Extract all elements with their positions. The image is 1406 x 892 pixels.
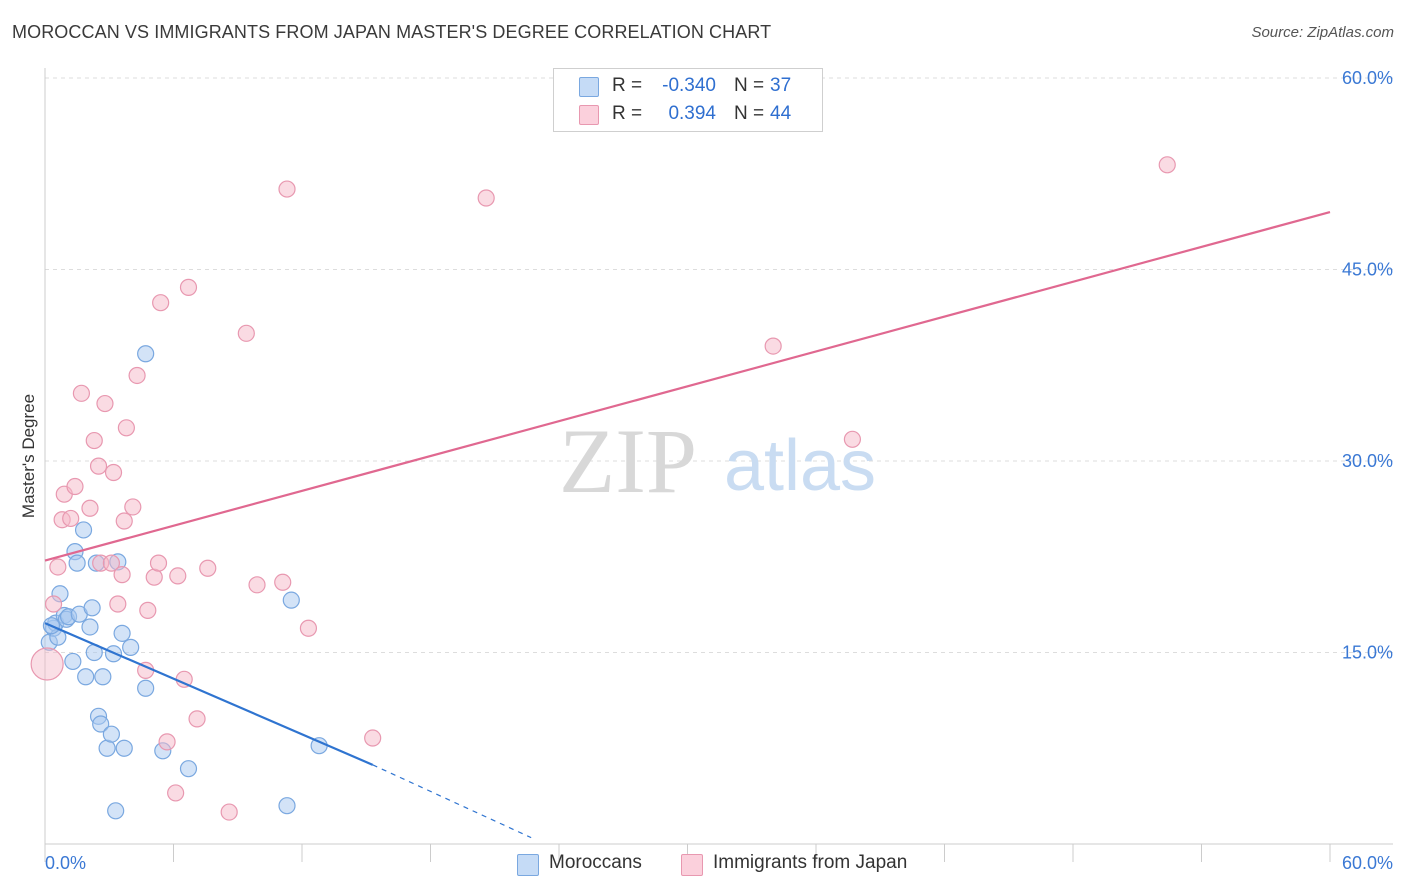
japan-point bbox=[62, 509, 80, 528]
stats-legend: R = -0.340 N = 37 R = 0.394 N = 44 bbox=[553, 68, 823, 132]
japan-point bbox=[85, 431, 103, 450]
japan-point bbox=[199, 559, 217, 577]
moroccan-point bbox=[113, 624, 131, 642]
moroccan-point bbox=[77, 668, 95, 686]
japan-point bbox=[179, 278, 198, 296]
grid-lines bbox=[45, 77, 1393, 653]
moroccan-point bbox=[179, 760, 198, 778]
moroccan-point bbox=[115, 739, 133, 757]
legend-n-label: N = bbox=[734, 103, 765, 124]
legend-r-label: R = bbox=[612, 75, 643, 96]
japan-point bbox=[364, 729, 382, 747]
japan-point bbox=[30, 647, 64, 681]
japan-point bbox=[1158, 156, 1176, 174]
japan-point bbox=[117, 419, 135, 437]
moroccan-point bbox=[137, 679, 155, 697]
legend-n-value: 44 bbox=[770, 103, 792, 124]
moroccan-point bbox=[102, 725, 120, 743]
y-tick-label: 45.0% bbox=[1342, 260, 1393, 280]
moroccan-point bbox=[122, 638, 140, 656]
japan-point bbox=[104, 463, 123, 482]
moroccan-point bbox=[137, 345, 155, 363]
japan-point bbox=[128, 366, 146, 385]
bottom-legend-swatch-moroccans bbox=[517, 854, 539, 876]
chart-title: MOROCCAN VS IMMIGRANTS FROM JAPAN MASTER… bbox=[12, 22, 772, 42]
y-axis-title: Master's Degree bbox=[19, 394, 38, 518]
bottom-legend-label: Immigrants from Japan bbox=[713, 852, 908, 873]
legend-r-label: R = bbox=[612, 103, 643, 124]
japan-point bbox=[248, 576, 266, 594]
japan-point bbox=[237, 324, 255, 342]
japan-trend-line bbox=[44, 210, 1331, 562]
japan-point bbox=[102, 554, 120, 572]
japan-point bbox=[113, 566, 131, 584]
legend-r-value: 0.394 bbox=[668, 103, 716, 124]
japan-point bbox=[49, 558, 67, 576]
tick-labels: 15.0% 30.0% 45.0% 60.0% 0.0% 60.0% bbox=[45, 68, 1393, 873]
legend-r-value: -0.340 bbox=[662, 75, 716, 96]
axes bbox=[44, 68, 1393, 862]
japan-point bbox=[299, 619, 318, 637]
moroccan-trend-extension bbox=[372, 764, 532, 839]
moroccan-point bbox=[81, 618, 99, 636]
bottom-legend-swatch-japan bbox=[681, 854, 703, 876]
x-tick-label: 60.0% bbox=[1342, 853, 1393, 873]
watermark-zip: ZIP bbox=[559, 410, 697, 512]
moroccan-point bbox=[107, 802, 125, 820]
moroccan-trend-line bbox=[44, 622, 374, 766]
japan-point bbox=[109, 595, 127, 613]
data-points bbox=[30, 156, 1176, 821]
japan-point bbox=[158, 733, 176, 751]
legend-row-japan: R = 0.394 N = 44 bbox=[554, 101, 822, 127]
japan-point bbox=[278, 180, 296, 198]
y-tick-label: 15.0% bbox=[1342, 643, 1393, 663]
legend-n-value: 37 bbox=[770, 75, 792, 96]
y-tick-label: 60.0% bbox=[1342, 68, 1393, 88]
japan-point bbox=[72, 384, 91, 402]
moroccan-point bbox=[94, 668, 112, 686]
japan-point bbox=[124, 498, 142, 516]
moroccan-point bbox=[92, 715, 110, 733]
moroccan-point bbox=[64, 652, 82, 671]
japan-point bbox=[96, 394, 114, 413]
japan-point bbox=[66, 477, 84, 496]
bottom-legend-label: Moroccans bbox=[549, 852, 642, 873]
legend-row-moroccans: R = -0.340 N = 37 bbox=[554, 73, 822, 99]
japan-point bbox=[152, 294, 170, 312]
japan-point bbox=[81, 499, 99, 517]
japan-point bbox=[149, 554, 168, 572]
japan-point bbox=[220, 803, 238, 821]
japan-point bbox=[274, 573, 292, 591]
japan-point bbox=[169, 567, 187, 585]
legend-n-label: N = bbox=[734, 75, 765, 96]
japan-point bbox=[89, 457, 108, 475]
japan-point bbox=[843, 430, 862, 448]
japan-point bbox=[188, 710, 206, 728]
legend-swatch-moroccans bbox=[579, 77, 599, 97]
japan-point bbox=[477, 189, 495, 207]
japan-point bbox=[44, 595, 63, 613]
moroccan-point bbox=[74, 521, 93, 539]
legend-swatch-japan bbox=[579, 105, 599, 125]
trend-lines bbox=[44, 210, 1331, 839]
moroccan-point bbox=[68, 554, 86, 572]
moroccan-point bbox=[278, 797, 296, 815]
y-tick-label: 30.0% bbox=[1342, 451, 1393, 471]
x-tick-label: 0.0% bbox=[45, 853, 86, 873]
source-label: Source: ZipAtlas.com bbox=[1251, 24, 1394, 41]
japan-point bbox=[764, 337, 782, 355]
japan-point bbox=[115, 512, 133, 530]
japan-point bbox=[139, 601, 157, 619]
moroccan-point bbox=[282, 591, 300, 609]
moroccan-point bbox=[83, 599, 101, 617]
japan-point bbox=[167, 784, 185, 802]
